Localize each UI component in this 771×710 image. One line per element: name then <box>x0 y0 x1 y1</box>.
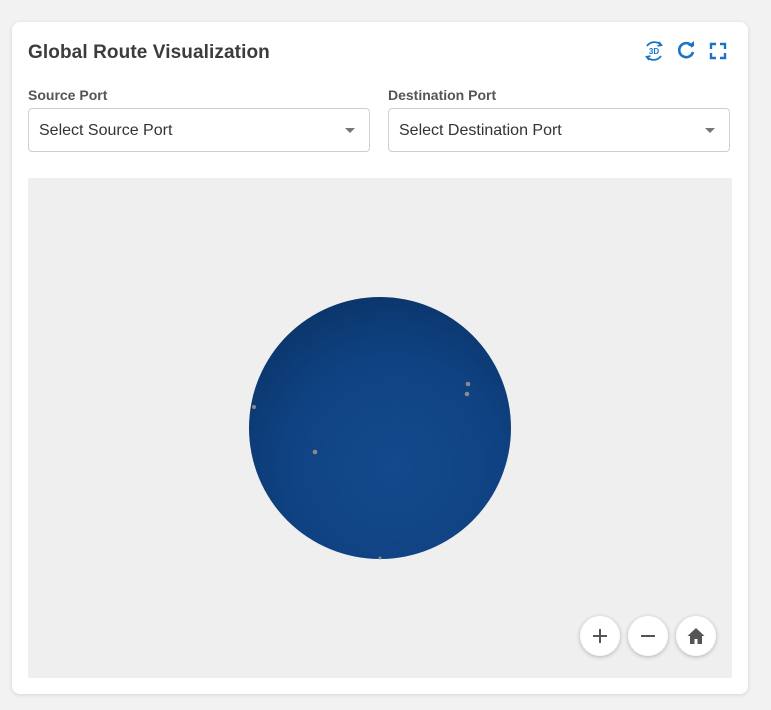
globe-sphere <box>249 297 511 559</box>
destination-port-value: Select Destination Port <box>399 122 562 139</box>
zoom-in-icon <box>593 629 607 643</box>
3d-view-button[interactable]: 3D <box>642 39 666 63</box>
refresh-icon <box>677 41 695 59</box>
chevron-down-icon <box>345 128 355 133</box>
card-toolbar: 3D <box>642 39 730 63</box>
refresh-button[interactable] <box>674 39 698 63</box>
source-port-select[interactable]: Select Source Port <box>28 108 370 152</box>
port-marker[interactable] <box>464 391 470 397</box>
globe-viewer[interactable] <box>28 178 732 678</box>
fullscreen-icon <box>709 42 727 60</box>
source-port-label: Source Port <box>28 87 108 103</box>
svg-text:3D: 3D <box>649 47 659 56</box>
fullscreen-button[interactable] <box>706 39 730 63</box>
3d-view-icon: 3D <box>645 41 663 61</box>
route-visualization-card: Global Route Visualization 3D Source Por… <box>12 22 748 694</box>
home-icon <box>687 628 705 644</box>
zoom-in-button[interactable] <box>580 616 620 656</box>
zoom-out-icon <box>641 635 655 637</box>
home-button[interactable] <box>676 616 716 656</box>
destination-port-label: Destination Port <box>388 87 497 103</box>
port-marker[interactable] <box>378 556 382 560</box>
port-marker[interactable] <box>252 405 256 409</box>
chevron-down-icon <box>705 128 715 133</box>
destination-port-select[interactable]: Select Destination Port <box>388 108 730 152</box>
globe[interactable] <box>248 296 512 560</box>
port-marker[interactable] <box>312 449 318 455</box>
zoom-out-button[interactable] <box>628 616 668 656</box>
card-title: Global Route Visualization <box>28 42 270 63</box>
port-marker[interactable] <box>465 381 471 387</box>
source-port-value: Select Source Port <box>39 122 173 139</box>
